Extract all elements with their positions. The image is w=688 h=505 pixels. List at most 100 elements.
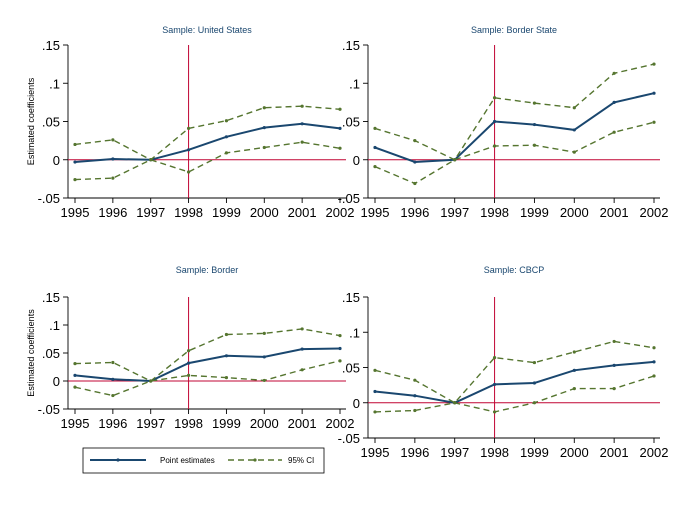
ci-marker [262, 106, 266, 110]
x-tick-label: 2002 [640, 205, 669, 220]
point-estimate-marker [111, 377, 115, 381]
ci-lower-line [74, 360, 341, 397]
y-tick-label: .15 [342, 290, 360, 305]
ci-marker [338, 146, 342, 150]
ci-lower-line [374, 121, 655, 185]
ci-marker [300, 140, 304, 144]
point-estimate-marker [652, 360, 656, 364]
x-tick-label: 1997 [136, 416, 165, 431]
ci-marker [373, 368, 377, 372]
ci-upper-line [374, 340, 655, 404]
ci-marker [532, 101, 537, 105]
x-tick-label: 2002 [326, 205, 355, 220]
legend-ci-label: 95% CI [288, 456, 314, 465]
ci-marker [652, 374, 656, 378]
y-tick-label: -.05 [38, 402, 60, 417]
x-tick-label: 1998 [480, 445, 509, 460]
y-tick-label: .1 [349, 325, 360, 340]
panel-title: Sample: Border State [471, 25, 557, 35]
x-tick-label: 2001 [600, 205, 629, 220]
y-tick-label: -.05 [338, 191, 360, 206]
ci-marker [413, 181, 417, 186]
point-estimate-marker [492, 119, 497, 124]
ci-marker [186, 373, 191, 377]
x-tick-label: 1999 [520, 205, 549, 220]
panel-3: Sample: Border Estimated coefficients-.05… [26, 265, 354, 431]
ci-marker [262, 378, 266, 383]
ci-marker [612, 339, 616, 344]
panel-4: Sample: CBCP -.05 0 .05 .1 .15 1995 1996 1997 199… [338, 265, 669, 460]
ci-marker [532, 360, 537, 365]
ci-marker [186, 170, 191, 174]
ci-marker [262, 145, 266, 150]
panel-title: Sample: CBCP [484, 265, 545, 275]
ci-lower-line [374, 375, 655, 413]
point-estimate-marker [186, 148, 191, 152]
ci-marker [453, 158, 457, 162]
ci-marker [612, 71, 616, 75]
y-tick-label: .15 [42, 290, 60, 305]
ci-marker [612, 387, 616, 391]
y-axis-label: Estimated coefficients [26, 309, 36, 397]
x-tick-label: 1998 [174, 205, 203, 220]
ci-marker [73, 142, 77, 147]
x-tick-label: 1995 [61, 205, 90, 220]
ci-upper-line [74, 328, 341, 382]
x-tick-label: 2002 [640, 445, 669, 460]
point-estimate-marker [262, 126, 266, 130]
x-tick-label: 1997 [136, 205, 165, 220]
y-tick-label: 0 [353, 396, 360, 411]
y-tick-label: .15 [342, 38, 360, 53]
x-tick-label: 2002 [326, 416, 355, 431]
x-tick-label: 1995 [61, 416, 90, 431]
ci-marker [453, 401, 457, 405]
point-estimates-line [74, 347, 341, 383]
ci-marker [338, 359, 342, 363]
legend-ci-marker [253, 458, 257, 462]
ci-marker [73, 178, 77, 182]
x-tick-label: 1999 [520, 445, 549, 460]
ci-marker [492, 410, 497, 414]
x-tick-label: 1995 [361, 445, 390, 460]
point-estimate-marker [652, 91, 656, 95]
ci-marker [262, 331, 266, 335]
point-estimate-marker [111, 157, 115, 161]
x-tick-label: 1996 [400, 445, 429, 460]
ci-marker [492, 96, 497, 100]
ci-marker [572, 387, 576, 391]
point-estimate-marker [262, 355, 266, 359]
ci-marker [338, 107, 342, 111]
ci-marker [413, 408, 417, 413]
legend-point-marker [116, 458, 120, 462]
x-tick-label: 1996 [98, 416, 127, 431]
panel-title: Sample: Border [176, 265, 239, 275]
point-estimate-marker [413, 160, 417, 164]
point-estimate-marker [373, 389, 377, 394]
x-tick-label: 2000 [560, 445, 589, 460]
y-tick-label: .1 [349, 76, 360, 91]
ci-upper-line [374, 63, 655, 161]
ci-marker [338, 334, 342, 338]
ci-marker [149, 379, 153, 383]
y-tick-label: -.05 [338, 431, 360, 446]
y-tick-label: 0 [53, 374, 60, 389]
x-tick-label: 1995 [361, 205, 390, 220]
x-tick-label: 2001 [288, 205, 317, 220]
point-estimate-marker [224, 135, 229, 139]
x-tick-label: 2000 [250, 416, 279, 431]
point-estimate-marker [73, 160, 77, 164]
y-tick-label: .05 [342, 115, 360, 130]
ci-marker [300, 327, 304, 331]
ci-marker [492, 144, 497, 148]
ci-marker [186, 349, 191, 353]
point-estimate-marker [300, 347, 304, 351]
ci-marker [652, 62, 656, 66]
ci-marker [300, 368, 304, 372]
point-estimate-marker [224, 354, 229, 358]
x-tick-label: 1997 [440, 445, 469, 460]
point-estimates-line [374, 92, 655, 164]
ci-marker [612, 130, 616, 134]
point-estimate-marker [300, 122, 304, 126]
ci-marker [373, 410, 377, 414]
point-estimates-line [374, 360, 655, 404]
